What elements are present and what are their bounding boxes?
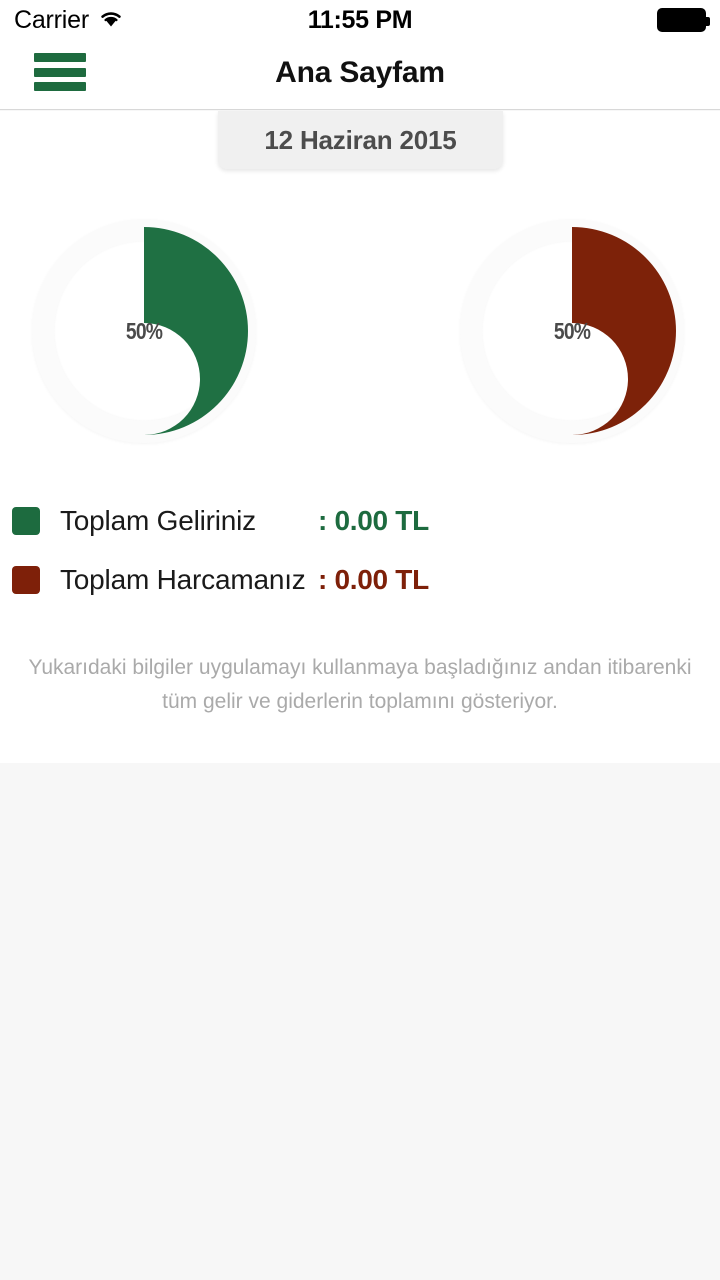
expense-label: Toplam Harcamanız [60,563,306,595]
income-label: Toplam Geliriniz [60,504,256,536]
income-donut-chart: 50% [32,219,256,443]
income-value: : 0.00 TL [318,504,429,536]
income-color-swatch [12,506,40,535]
menu-line-middle [34,67,86,77]
battery-full-icon [657,8,710,32]
wifi-icon [98,8,124,33]
navigation-bar: Ana Sayfam [0,40,720,110]
menu-line-bottom [34,82,86,91]
income-donut-percent: 50% [125,317,163,344]
expense-value: : 0.00 TL [318,563,429,595]
income-donut-arc [144,227,248,435]
footnote-text: Yukarıdaki bilgiler uygulamayı kullanmay… [28,656,692,713]
carrier-label: Carrier [14,5,89,34]
legend-row-income: Toplam Geliriniz : 0.00 TL [0,491,720,550]
expense-donut-percent: 50% [553,317,591,344]
expense-color-swatch [12,565,40,594]
main-content-panel: 12 Haziran 2015 50% 50% Toplam Geliriniz… [0,111,720,763]
status-bar: Carrier 11:55 PM [0,0,720,40]
totals-legend: Toplam Geliriniz : 0.00 TL Toplam Harcam… [0,491,720,609]
page-title: Ana Sayfam [275,56,445,89]
donut-charts-row: 50% 50% [0,219,720,459]
legend-row-expense: Toplam Harcamanız : 0.00 TL [0,550,720,609]
expense-donut-chart: 50% [460,219,684,443]
status-bar-left: Carrier [14,6,124,35]
status-bar-right [657,8,710,32]
menu-line-top [34,53,86,62]
date-card[interactable]: 12 Haziran 2015 [218,111,503,169]
hamburger-menu-icon[interactable] [34,53,86,91]
expense-donut-arc [572,227,676,435]
date-label: 12 Haziran 2015 [264,124,457,155]
